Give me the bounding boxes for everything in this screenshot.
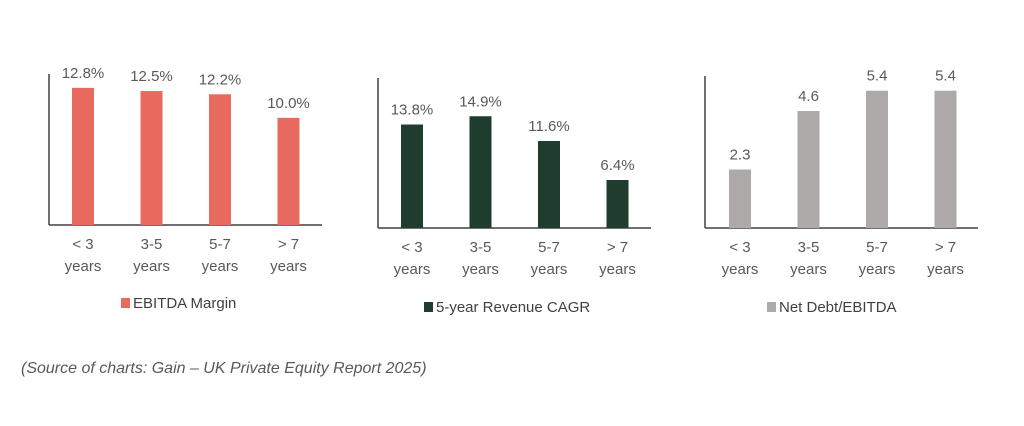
legend-label: EBITDA Margin	[133, 295, 236, 312]
legend-swatch	[121, 298, 130, 308]
source-note: (Source of charts: Gain – UK Private Equ…	[21, 360, 427, 377]
x-tick-label: years	[202, 258, 239, 275]
data-label: 13.8%	[391, 102, 434, 119]
bar	[469, 116, 492, 228]
x-tick-label: 5-7	[866, 239, 888, 256]
x-tick-label: years	[722, 261, 759, 278]
x-tick-label: years	[462, 261, 499, 278]
bar	[797, 111, 820, 228]
bar	[209, 94, 231, 226]
bar	[140, 91, 163, 225]
x-tick-label: years	[133, 258, 170, 275]
x-tick-label: years	[927, 261, 964, 278]
x-tick-label: < 3	[729, 239, 750, 256]
data-label: 12.5%	[130, 68, 173, 85]
x-tick-label: > 7	[607, 239, 628, 256]
x-tick-label: 3-5	[470, 239, 492, 256]
x-tick-label: > 7	[935, 239, 956, 256]
x-tick-label: years	[599, 261, 636, 278]
x-tick-label: 3-5	[141, 236, 163, 253]
data-label: 14.9%	[459, 93, 502, 110]
data-label: 4.6	[798, 88, 819, 105]
legend-label: Net Debt/EBITDA	[779, 299, 897, 316]
x-tick-label: years	[270, 258, 307, 275]
x-tick-label: years	[859, 261, 896, 278]
data-label: 11.6%	[528, 118, 569, 135]
data-label: 12.2%	[199, 71, 242, 88]
x-tick-label: years	[65, 258, 102, 275]
bar	[72, 87, 94, 225]
data-label: 5.4	[867, 68, 888, 85]
legend-label: 5-year Revenue CAGR	[436, 299, 590, 316]
data-label: 10.0%	[267, 95, 310, 112]
bar	[538, 141, 560, 228]
data-label: 6.4%	[600, 157, 634, 174]
legend-swatch	[767, 302, 776, 312]
bar	[277, 117, 300, 225]
x-tick-label: years	[531, 261, 568, 278]
data-label: 12.8%	[62, 65, 105, 82]
data-label: 5.4	[935, 68, 956, 85]
x-tick-label: 3-5	[798, 239, 820, 256]
x-tick-label: years	[790, 261, 827, 278]
x-tick-label: < 3	[401, 239, 422, 256]
x-tick-label: < 3	[72, 236, 93, 253]
x-tick-label: 5-7	[538, 239, 560, 256]
x-tick-label: 5-7	[209, 236, 231, 253]
bar	[401, 124, 423, 228]
bar	[729, 169, 751, 228]
bar	[866, 90, 888, 229]
legend-swatch	[424, 302, 433, 312]
bar	[934, 90, 957, 229]
data-label: 2.3	[730, 147, 751, 164]
bar	[606, 180, 629, 228]
x-tick-label: years	[394, 261, 431, 278]
x-tick-label: > 7	[278, 236, 299, 253]
